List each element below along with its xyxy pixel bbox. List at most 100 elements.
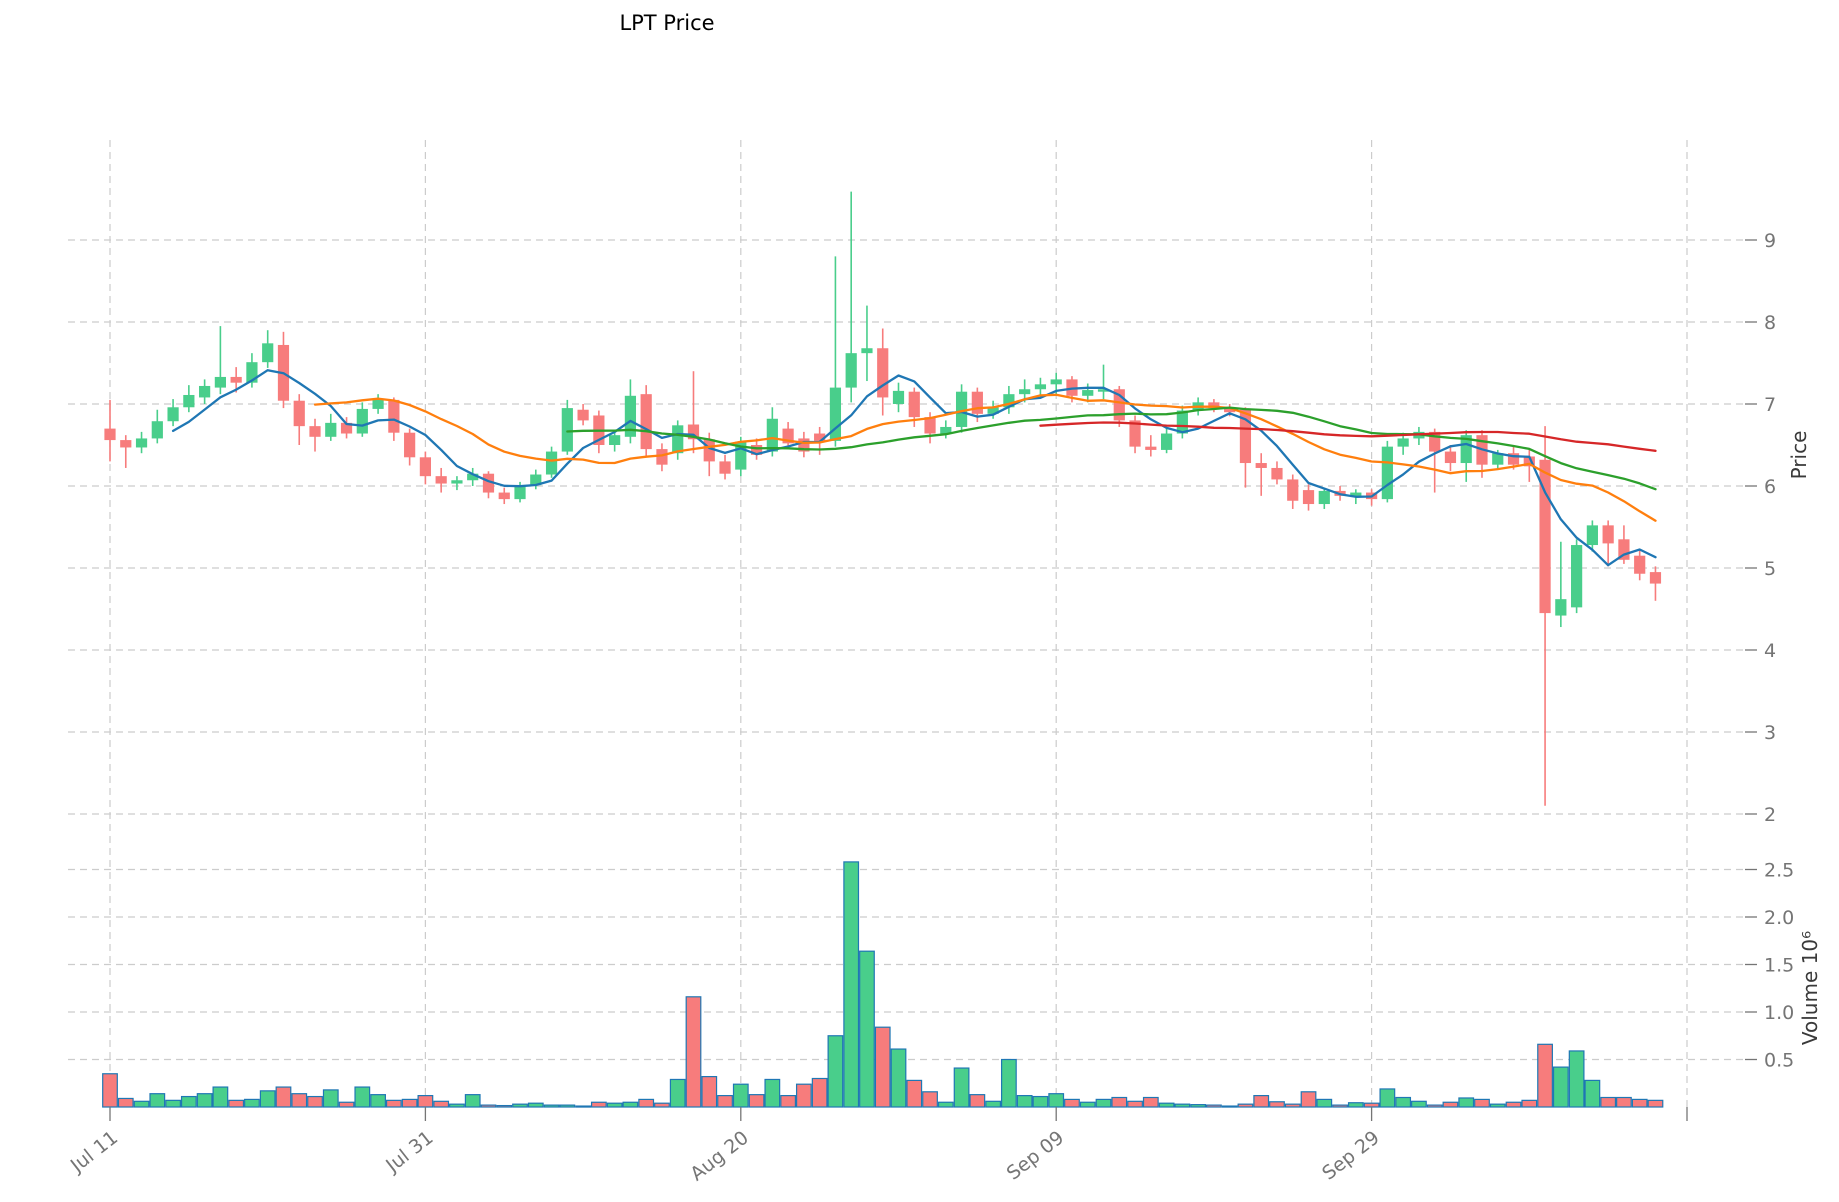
candle-body — [499, 493, 510, 500]
volume-bar — [1522, 1100, 1537, 1107]
volume-bar — [670, 1079, 685, 1107]
volume-bar — [513, 1104, 528, 1107]
volume-bar — [970, 1095, 985, 1107]
volume-bar — [939, 1102, 954, 1107]
volume-bar — [686, 997, 701, 1107]
volume-bar — [118, 1098, 133, 1107]
candle-body — [578, 410, 589, 421]
volume-bar — [497, 1106, 512, 1107]
candle-body — [877, 348, 888, 397]
candle-body — [1445, 452, 1456, 463]
x-tick-label: Sep 29 — [1318, 1127, 1384, 1185]
volume-bar — [765, 1079, 780, 1107]
x-tick-label: Aug 20 — [686, 1127, 753, 1186]
volume-bar — [1380, 1089, 1395, 1107]
candle-body — [1019, 389, 1030, 394]
axis-ticks-layer: Jul 11Jul 31Aug 20Sep 09Sep 29234567890.… — [66, 230, 1794, 1185]
volume-bar — [1002, 1060, 1017, 1108]
candle-body — [1303, 490, 1314, 504]
chart-title: LPT Price — [619, 11, 714, 35]
volume-bar — [1333, 1105, 1348, 1107]
volume-bar — [655, 1103, 670, 1107]
volume-tick-label: 0.5 — [1764, 1050, 1794, 1072]
price-tick-label: 2 — [1764, 804, 1776, 826]
volume-bar — [1506, 1102, 1521, 1107]
volume-bar — [718, 1096, 733, 1107]
volume-bar — [1254, 1096, 1269, 1107]
volume-bar — [1175, 1104, 1190, 1107]
candle-body — [893, 391, 904, 404]
candle-body — [672, 425, 683, 453]
candle-body — [1603, 525, 1614, 543]
volume-bar — [1238, 1104, 1253, 1107]
volume-bar — [1396, 1098, 1411, 1108]
volume-bar — [229, 1100, 244, 1107]
volume-bar — [1285, 1104, 1300, 1107]
candle-body — [609, 435, 620, 445]
volume-bar — [544, 1105, 559, 1107]
volume-bar — [844, 862, 859, 1107]
volume-bar — [166, 1100, 181, 1107]
volume-bar — [1601, 1098, 1616, 1108]
volume-bar — [812, 1079, 827, 1108]
volume-bar — [954, 1068, 969, 1107]
volume-bar — [749, 1095, 764, 1107]
volume-bar — [245, 1099, 260, 1107]
volume-bar — [355, 1087, 370, 1107]
volume-bar — [891, 1049, 906, 1107]
volume-axis-label: Volume 10⁶ — [1798, 931, 1822, 1045]
volume-bar — [781, 1096, 796, 1107]
candle-body — [846, 353, 857, 387]
volume-bar — [371, 1095, 386, 1107]
volume-bar — [560, 1105, 575, 1107]
volume-bar — [1538, 1044, 1553, 1107]
volume-bar — [1033, 1097, 1048, 1107]
candle-body — [215, 377, 226, 388]
volume-bar — [292, 1094, 307, 1107]
volume-tick-label: 1.5 — [1764, 955, 1794, 977]
volume-bar — [1427, 1105, 1442, 1107]
volume-bar — [1270, 1102, 1285, 1107]
volume-bar — [182, 1097, 197, 1107]
price-tick-label: 7 — [1764, 394, 1776, 416]
candle-body — [641, 394, 652, 449]
volume-bars-layer — [103, 862, 1663, 1107]
candle-body — [1287, 479, 1298, 500]
volume-bar — [639, 1099, 654, 1107]
volume-bar — [1648, 1100, 1663, 1107]
price-tick-label: 6 — [1764, 476, 1776, 498]
candle-body — [1398, 438, 1409, 446]
volume-bar — [797, 1084, 812, 1107]
volume-bar — [1317, 1099, 1332, 1107]
volume-bar — [418, 1096, 433, 1107]
volume-bar — [1554, 1067, 1569, 1107]
candle-body — [1650, 572, 1661, 583]
volume-bar — [1617, 1098, 1632, 1108]
candle-body — [120, 440, 131, 447]
volume-bar — [308, 1097, 323, 1107]
candle-body — [909, 392, 920, 417]
candle-body — [562, 408, 573, 451]
volume-tick-label: 1.0 — [1764, 1002, 1794, 1024]
volume-bar — [986, 1101, 1001, 1107]
volume-bar — [150, 1094, 165, 1107]
volume-bar — [197, 1094, 212, 1107]
volume-bar — [1112, 1098, 1127, 1108]
volume-bar — [875, 1027, 890, 1107]
volume-bar — [860, 951, 875, 1107]
volume-bar — [1632, 1099, 1647, 1107]
volume-bar — [1222, 1106, 1237, 1107]
x-tick-label: Jul 11 — [66, 1127, 122, 1178]
volume-bar — [1459, 1098, 1474, 1107]
volume-bar — [103, 1074, 118, 1107]
volume-tick-label: 2.0 — [1764, 907, 1794, 929]
volume-bar — [623, 1102, 638, 1107]
candle-body — [357, 409, 368, 434]
x-tick-label: Sep 09 — [1003, 1127, 1069, 1185]
volume-bar — [323, 1090, 338, 1107]
volume-bar — [907, 1080, 922, 1107]
volume-bar — [1585, 1080, 1600, 1107]
candle-body — [656, 449, 667, 465]
volume-bar — [1301, 1092, 1316, 1107]
volume-bar — [1475, 1099, 1490, 1107]
